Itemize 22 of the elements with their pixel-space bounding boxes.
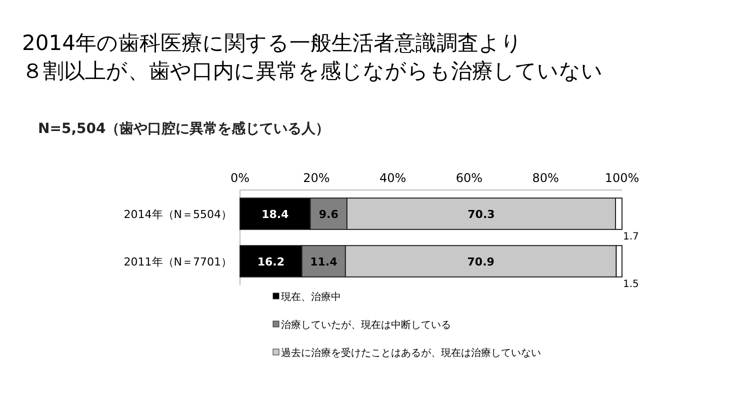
x-tick-label: 100% — [604, 171, 640, 185]
x-tick-label: 20% — [303, 171, 330, 185]
legend-label: 過去に治療を受けたことはあるが、現在は治療していない — [281, 347, 541, 359]
data-label: 1.5 — [623, 278, 639, 290]
x-tick-label: 0% — [230, 171, 250, 185]
chart-subtitle: ８割以上が、歯や口内に異常を感じながらも治療していない — [22, 59, 603, 83]
x-tick-label: 60% — [456, 171, 483, 185]
data-label: 70.9 — [467, 255, 494, 268]
data-label: 11.4 — [310, 255, 338, 268]
data-label: 70.3 — [468, 208, 495, 221]
data-label: 9.6 — [318, 208, 339, 221]
legend-label: 治療していたが、現在は中断している — [281, 319, 451, 331]
x-tick-label: 40% — [379, 171, 406, 185]
y-tick-label: 2011年（N＝7701） — [124, 255, 232, 268]
x-tick-label: 80% — [532, 171, 559, 185]
data-label: 1.7 — [623, 231, 639, 242]
y-tick-label: 2014年（N＝5504） — [124, 208, 232, 221]
data-label: 16.2 — [257, 255, 285, 268]
data-label: 18.4 — [262, 208, 290, 221]
chart-title: 2014年の歯科医療に関する一般生活者意識調査より — [22, 31, 522, 55]
text: N=5,504（歯や口腔に異常を感じている人） — [38, 120, 330, 137]
legend-label: 現在、治療中 — [281, 291, 341, 303]
